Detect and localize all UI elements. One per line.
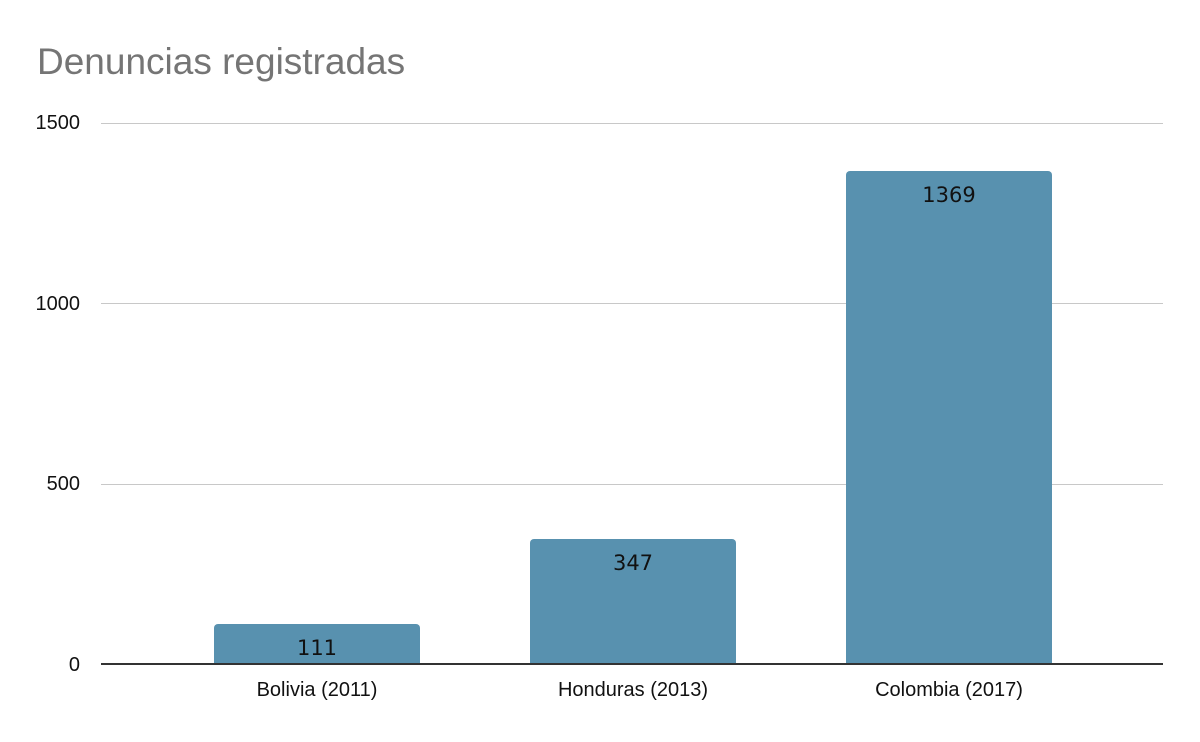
y-tick-0: 0 xyxy=(68,654,80,676)
y-tick-500: 500 xyxy=(46,473,80,495)
gridline-1500 xyxy=(101,123,1163,124)
y-tick-1500: 1500 xyxy=(35,112,81,134)
bar-honduras[interactable]: 347 xyxy=(530,539,736,664)
bar-bolivia[interactable]: 111 xyxy=(214,624,420,664)
gridline-500 xyxy=(101,484,1163,485)
gridline-1000 xyxy=(101,303,1163,304)
data-label-honduras: 347 xyxy=(612,551,654,575)
y-tick-1000: 1000 xyxy=(35,293,81,315)
x-tick-colombia: Colombia (2017) xyxy=(875,679,1023,701)
x-axis-line xyxy=(101,663,1163,665)
x-tick-bolivia: Bolivia (2011) xyxy=(256,679,378,701)
plot-area: 111 347 1369 xyxy=(101,123,1163,665)
bar-colombia[interactable]: 1369 xyxy=(846,171,1052,664)
chart-title: Denuncias registradas xyxy=(37,41,406,82)
data-label-bolivia: 111 xyxy=(296,636,338,660)
x-tick-honduras: Honduras (2013) xyxy=(557,679,709,701)
data-label-colombia: 1369 xyxy=(922,183,976,207)
